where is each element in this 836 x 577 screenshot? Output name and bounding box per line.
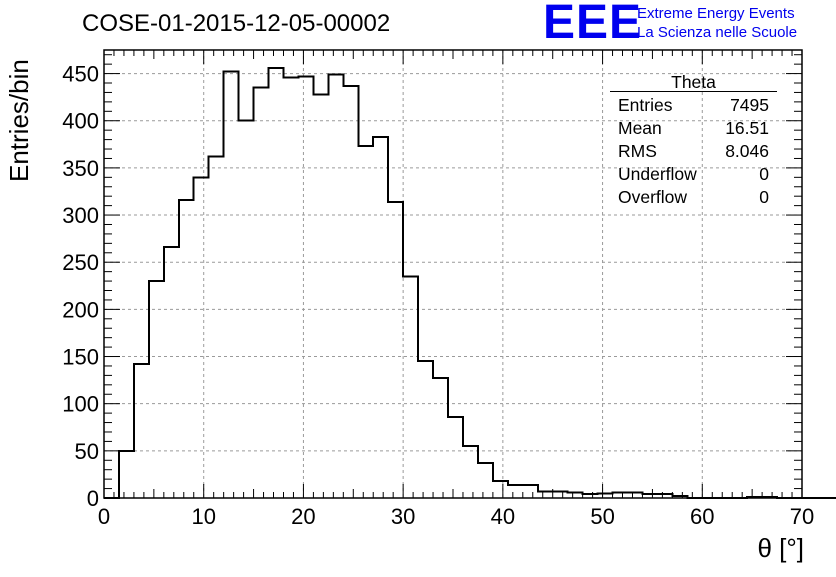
y-tick-label: 150: [62, 345, 99, 370]
histogram-bin: [388, 202, 403, 498]
chart-title: COSE-01-2015-12-05-00002: [82, 10, 391, 37]
stats-label: RMS: [618, 141, 657, 161]
x-tick-label: 20: [291, 504, 315, 529]
histogram-bin: [224, 72, 239, 498]
histogram-bin: [269, 68, 284, 498]
x-tick-label: 70: [790, 504, 814, 529]
histogram-bin: [433, 378, 448, 498]
histogram-bin: [418, 361, 433, 498]
y-axis-label: Entries/bin: [4, 59, 34, 182]
logo-line-2: La Scienza nelle Scuole: [637, 24, 798, 41]
histogram-bin: [149, 281, 164, 498]
stats-title: Theta: [610, 73, 777, 92]
histogram-bin: [134, 364, 149, 498]
stats-label: Mean: [618, 118, 662, 138]
histogram-bin: [523, 485, 538, 498]
y-tick-label: 450: [62, 62, 99, 87]
stats-value: 0: [759, 164, 769, 184]
histogram-bin: [313, 94, 328, 498]
y-tick-label: 100: [62, 392, 99, 417]
histogram-bin: [358, 146, 373, 498]
histogram-bin: [508, 485, 523, 498]
histogram-bin: [448, 417, 463, 498]
histogram-bin: [209, 157, 224, 498]
histogram-bin: [298, 76, 313, 498]
stats-value: 7495: [730, 95, 769, 115]
y-tick-label: 300: [62, 203, 99, 228]
stats-row-entries: Entries 7495: [610, 94, 777, 117]
eee-logo: EEE: [543, 0, 643, 49]
y-tick-label: 400: [62, 109, 99, 134]
histogram-bin: [478, 463, 493, 498]
stats-label: Entries: [618, 95, 673, 115]
histogram-bin: [493, 481, 508, 498]
histogram-bin: [254, 88, 269, 498]
y-tick-label: 250: [62, 250, 99, 275]
histogram-bin: [119, 451, 134, 498]
stats-row-mean: Mean 16.51: [610, 117, 777, 140]
histogram-bin: [283, 77, 298, 498]
stats-label: Underflow: [618, 164, 697, 184]
histogram-bin: [194, 177, 209, 498]
histogram-bin: [164, 247, 179, 498]
x-axis-label: θ [°]: [757, 533, 804, 563]
stats-box: Theta Entries 7495 Mean 16.51 RMS 8.046 …: [610, 73, 777, 209]
stats-label: Overflow: [618, 187, 688, 207]
x-tick-label: 0: [98, 504, 110, 529]
stats-value: 0: [759, 187, 769, 207]
histogram-bin: [328, 75, 343, 498]
x-tick-label: 10: [191, 504, 215, 529]
y-tick-label: 350: [62, 156, 99, 181]
stats-value: 8.046: [725, 141, 769, 161]
y-tick-label: 200: [62, 297, 99, 322]
histogram-bin: [373, 137, 388, 498]
histogram-bin: [239, 121, 254, 498]
y-tick-label: 50: [75, 439, 99, 464]
stats-row-rms: RMS 8.046: [610, 140, 777, 163]
y-tick-label: 0: [87, 486, 99, 511]
x-tick-label: 50: [590, 504, 614, 529]
logo-line-1: Extreme Energy Events: [637, 5, 795, 22]
histogram-bin: [463, 446, 478, 498]
histogram-bin: [343, 86, 358, 498]
x-tick-label: 40: [491, 504, 515, 529]
x-tick-label: 30: [391, 504, 415, 529]
x-tick-label: 60: [690, 504, 714, 529]
logo-subtitle: Extreme Energy Events La Scienza nelle S…: [637, 4, 797, 42]
stats-value: 16.51: [725, 118, 769, 138]
stats-row-overflow: Overflow 0: [610, 186, 777, 209]
histogram-bin: [179, 200, 194, 498]
stats-row-underflow: Underflow 0: [610, 163, 777, 186]
